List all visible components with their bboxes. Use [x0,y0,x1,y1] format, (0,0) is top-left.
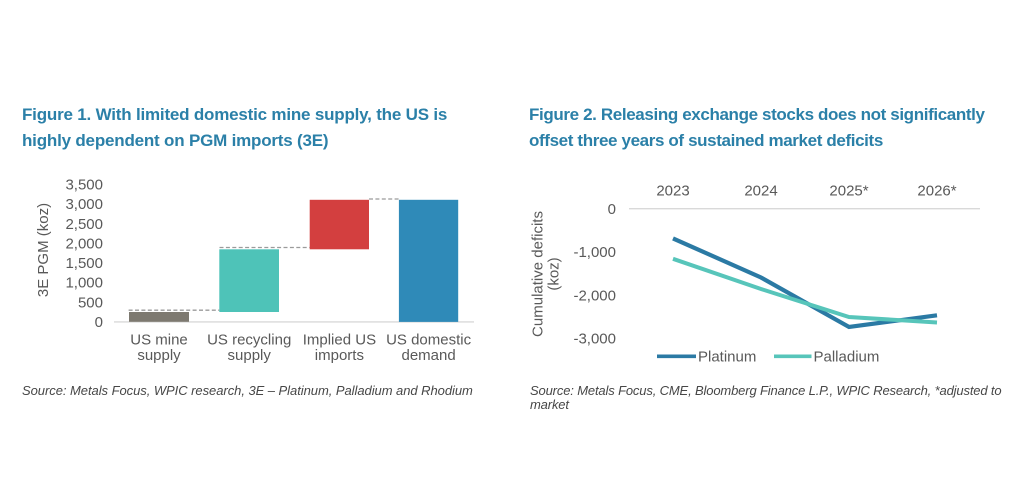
svg-text:500: 500 [78,294,103,311]
svg-text:0: 0 [608,201,616,218]
svg-text:3,000: 3,000 [65,196,103,213]
svg-text:2,500: 2,500 [65,216,103,233]
svg-text:demand: demand [401,347,455,364]
svg-text:(koz): (koz) [545,257,562,290]
svg-text:2026*: 2026* [917,182,956,199]
svg-text:-3,000: -3,000 [573,331,616,348]
svg-text:2024: 2024 [744,182,777,199]
svg-text:US recycling: US recycling [207,332,291,349]
svg-text:Platinum: Platinum [698,348,756,365]
svg-text:2023: 2023 [656,182,689,199]
svg-text:2025*: 2025* [829,182,868,199]
svg-text:-1,000: -1,000 [573,244,616,261]
svg-text:3,500: 3,500 [65,177,103,194]
svg-text:0: 0 [95,314,103,331]
svg-text:1,500: 1,500 [65,255,103,272]
svg-text:imports: imports [315,347,364,364]
svg-text:3E PGM (koz): 3E PGM (koz) [35,203,52,297]
svg-text:Palladium: Palladium [814,348,880,365]
svg-text:Cumulative deficits: Cumulative deficits [530,211,547,337]
svg-text:US domestic: US domestic [386,332,472,349]
svg-text:1,000: 1,000 [65,275,103,292]
svg-text:-2,000: -2,000 [573,287,616,304]
svg-text:supply: supply [137,347,181,364]
svg-text:US mine: US mine [130,332,188,349]
svg-text:2,000: 2,000 [65,236,103,253]
svg-text:supply: supply [228,347,272,364]
svg-text:Implied US: Implied US [303,332,376,349]
